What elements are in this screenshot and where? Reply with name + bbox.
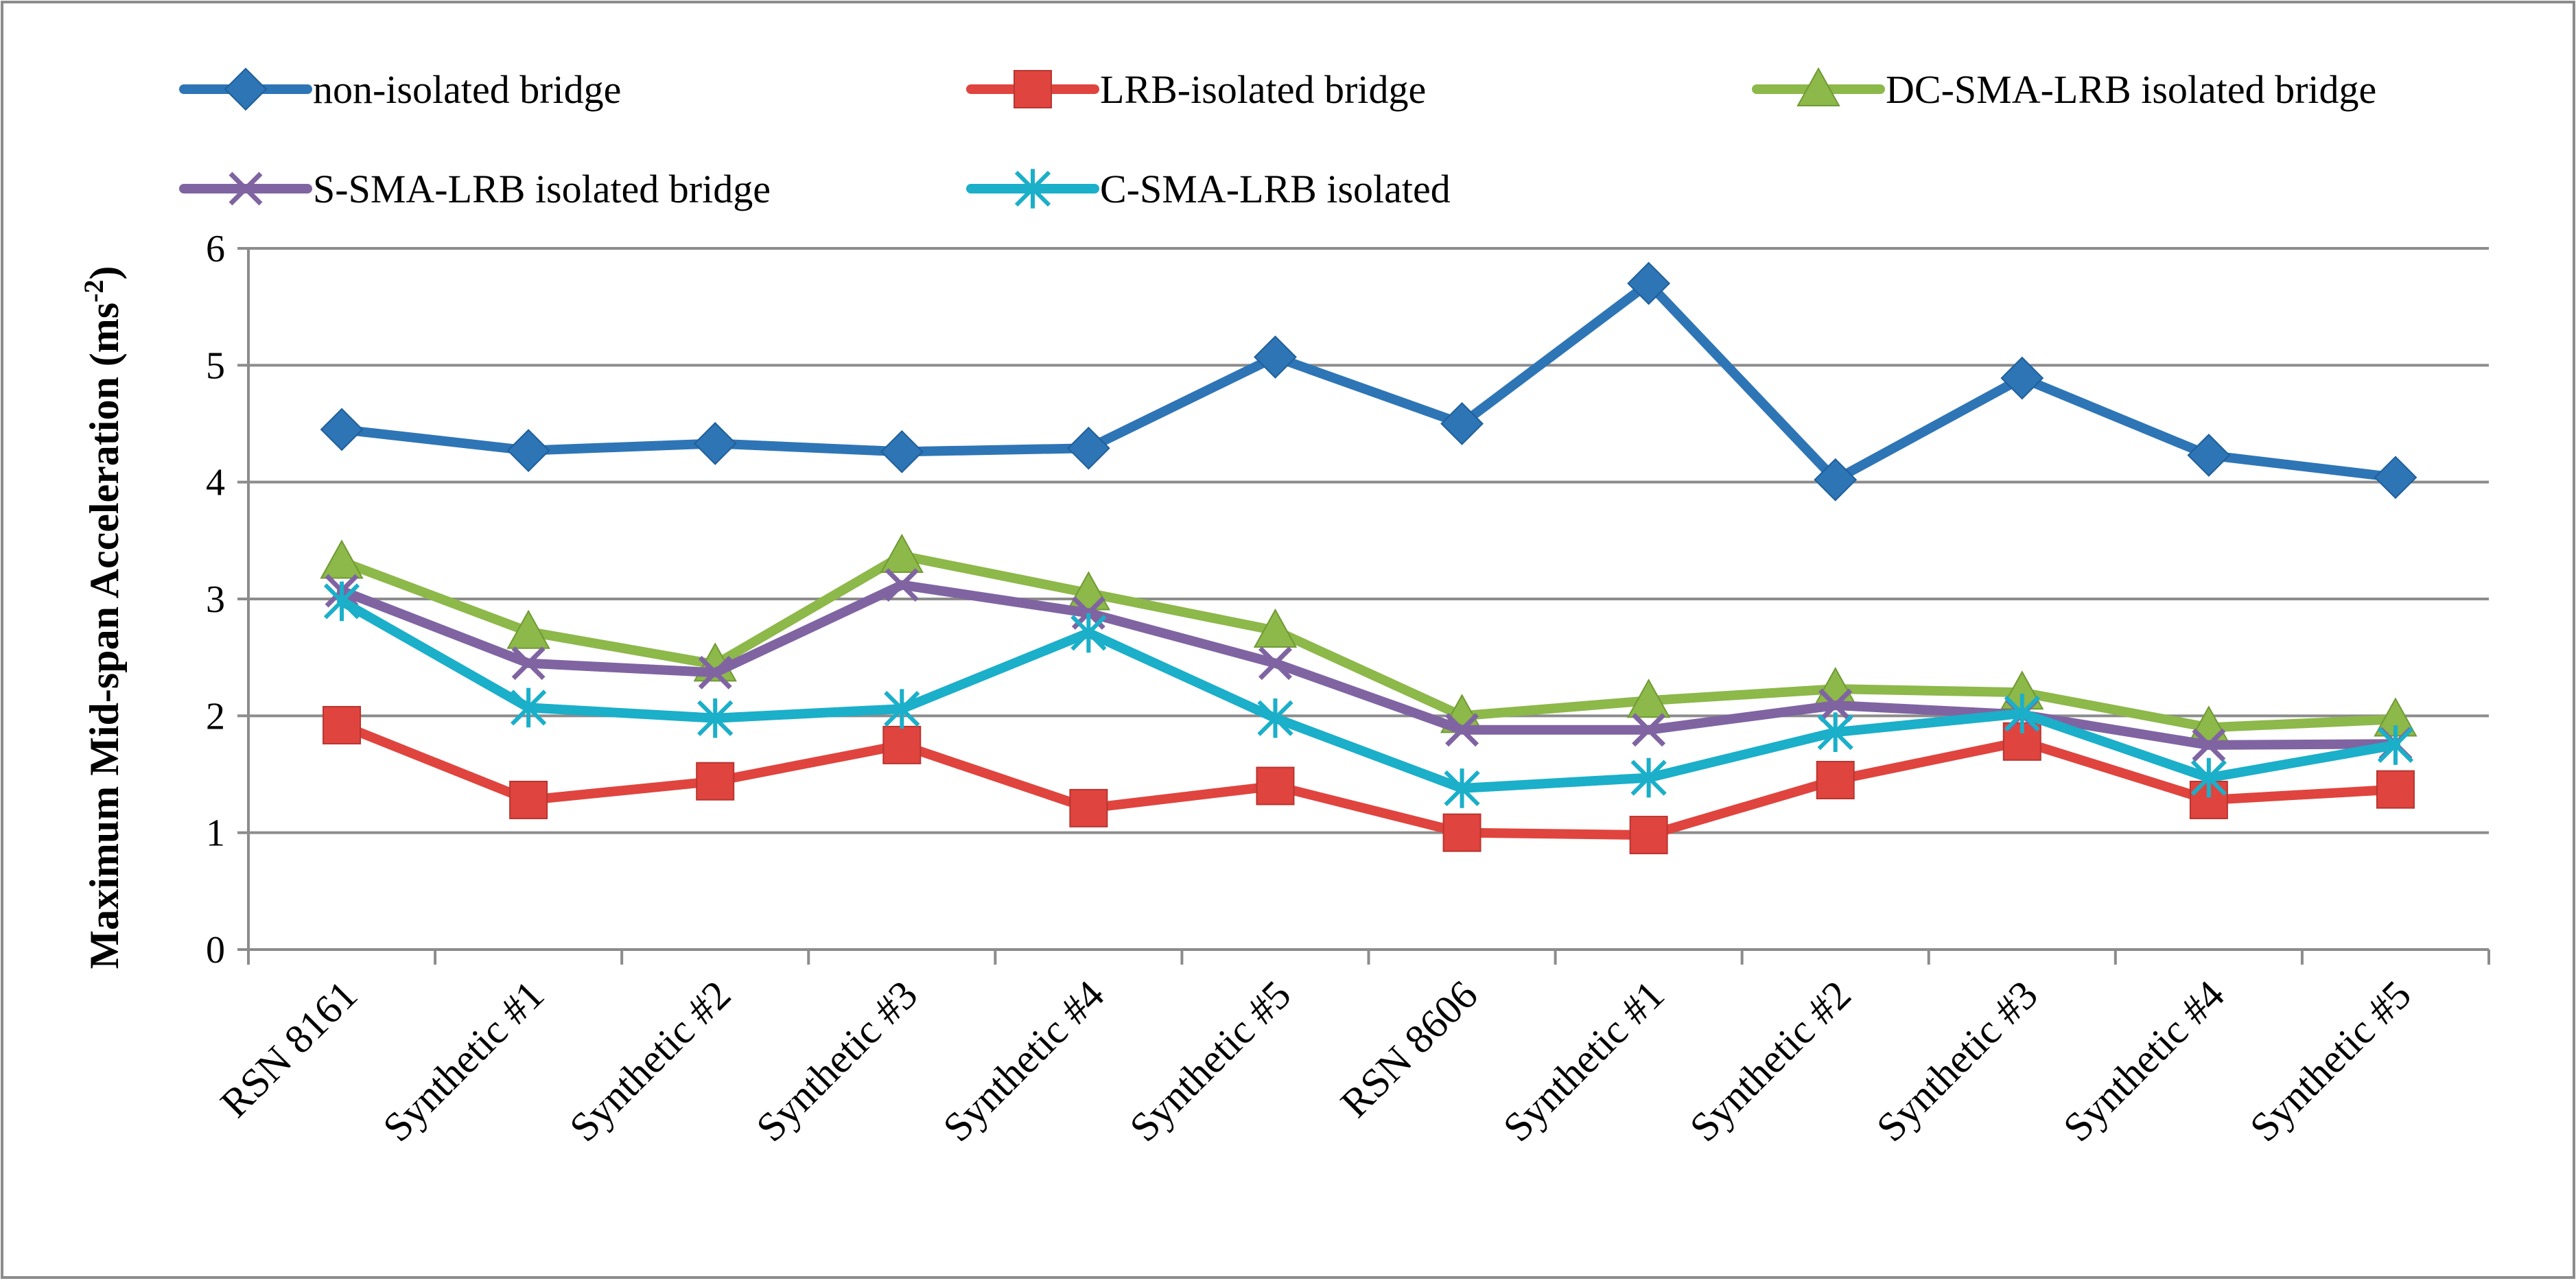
data-point [884,689,920,729]
data-point [511,646,546,681]
y-axis-label-close: ) [82,266,127,280]
data-point [1632,713,1666,747]
data-point [511,687,547,728]
data-point [2192,728,2226,762]
legend-item: LRB-isolated bridge [966,67,1426,112]
data-point [506,609,550,649]
y-tick-label: 5 [206,344,225,387]
data-point [509,780,548,819]
data-point [2000,356,2044,400]
series-layer [320,261,2417,855]
legend-label: DC-SMA-LRB isolated bridge [1886,67,2376,112]
data-point [880,533,924,573]
legend-item: C-SMA-LRB isolated [966,167,1451,211]
data-point [1629,816,1668,855]
data-point [2376,770,2415,809]
data-point [1818,688,1853,722]
y-tick-label: 3 [206,578,225,621]
data-point [1626,679,1671,718]
data-point [2190,757,2227,798]
legend-label: S-SMA-LRB isolated bridge [313,167,771,211]
data-point [880,429,924,473]
legend-label: LRB-isolated bridge [1100,67,1426,112]
y-tick-label: 4 [206,462,225,504]
data-point [2187,434,2231,477]
legend-item: non-isolated bridge [179,67,621,112]
series-line [337,550,2400,733]
legend-marker [229,172,263,206]
data-point [1442,813,1482,852]
y-axis-ticks: 0 1 2 3 4 5 6 [206,228,248,972]
data-point [2374,456,2417,499]
data-point [1066,426,1110,470]
series-3 [320,533,2417,745]
data-point [882,725,922,764]
data-point [1258,646,1292,681]
data-point [1254,335,1297,379]
data-point [1444,768,1480,808]
legend-label: C-SMA-LRB isolated [1100,167,1451,211]
series-line [337,720,2400,840]
data-point [1069,788,1108,827]
data-point [1440,402,1484,445]
data-point [320,408,364,451]
data-point [1257,698,1293,738]
legend-marker [1796,67,1840,106]
y-axis-label-superscript: -2 [78,280,109,303]
data-point [885,568,919,602]
legend-marker [1014,169,1051,209]
legend-item: DC-SMA-LRB isolated bridge [1752,67,2376,112]
data-point [696,762,735,801]
legend-marker [1014,70,1052,108]
series-5 [323,581,2414,808]
data-point [1627,261,1671,305]
data-point [1814,458,1858,502]
legend-item: S-SMA-LRB isolated bridge [179,167,771,211]
data-point [1256,766,1295,805]
y-tick-label: 1 [206,812,225,855]
data-point [693,422,737,465]
y-axis-label: Maximum Mid-span Acceleration (ms-2) [78,266,127,969]
y-tick-label: 6 [206,228,225,270]
data-point [1817,712,1853,752]
data-point [697,698,734,738]
series-2 [323,705,2415,855]
data-point [1816,761,1855,800]
legend-marker [224,67,268,111]
y-axis-label-text: Maximum Mid-span Acceleration (ms [82,303,127,969]
data-point [2377,725,2414,765]
data-point [1253,608,1298,648]
data-point [323,705,362,744]
data-point [698,655,732,690]
data-point [1630,757,1667,798]
data-point [1445,713,1479,747]
series-line [337,596,2400,793]
series-line [337,279,2400,485]
data-point [323,581,360,622]
y-tick-label: 2 [206,695,225,738]
data-point [1070,613,1107,653]
data-point [2004,694,2040,733]
series-1 [320,261,2417,502]
legend-label: non-isolated bridge [313,67,621,112]
legend: non-isolated bridge LRB-isolated bridge DC… [179,67,2376,211]
y-tick-label: 0 [206,929,225,972]
data-point [506,429,550,473]
data-point [320,539,364,579]
